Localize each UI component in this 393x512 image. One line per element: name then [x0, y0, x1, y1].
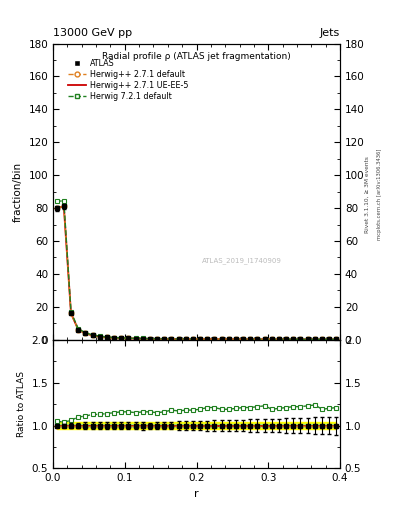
Text: mcplots.cern.ch [arXiv:1306.3436]: mcplots.cern.ch [arXiv:1306.3436] [377, 149, 382, 240]
Text: Rivet 3.1.10, ≥ 3M events: Rivet 3.1.10, ≥ 3M events [365, 156, 370, 233]
Text: 13000 GeV pp: 13000 GeV pp [53, 28, 132, 38]
Legend: ATLAS, Herwig++ 2.7.1 default, Herwig++ 2.7.1 UE-EE-5, Herwig 7.2.1 default: ATLAS, Herwig++ 2.7.1 default, Herwig++ … [66, 56, 191, 103]
Text: Jets: Jets [320, 28, 340, 38]
Text: Radial profile ρ (ATLAS jet fragmentation): Radial profile ρ (ATLAS jet fragmentatio… [102, 52, 291, 61]
Y-axis label: fraction/bin: fraction/bin [13, 162, 23, 222]
X-axis label: r: r [194, 489, 199, 499]
Y-axis label: Ratio to ATLAS: Ratio to ATLAS [17, 371, 26, 437]
Text: ATLAS_2019_I1740909: ATLAS_2019_I1740909 [202, 257, 282, 264]
